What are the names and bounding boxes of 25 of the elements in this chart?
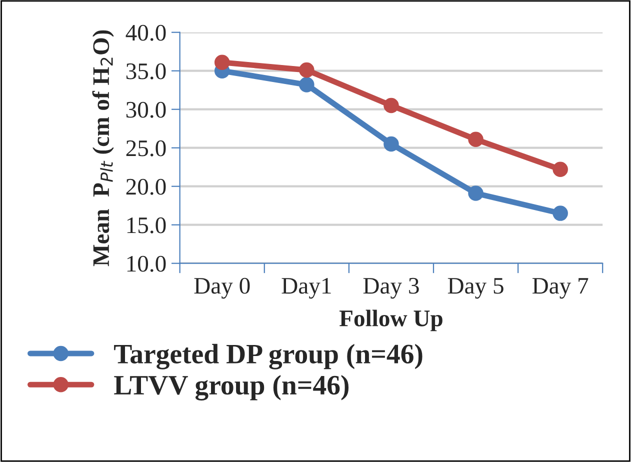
point bbox=[384, 136, 399, 152]
x-tick-label: Day 5 bbox=[448, 278, 504, 299]
point bbox=[384, 98, 399, 114]
x-tick-label: Day 3 bbox=[363, 278, 419, 299]
point bbox=[552, 162, 568, 178]
y-axis-title: Mean P$_{Plt}$ (cm of H$_{2}$O) bbox=[92, 30, 114, 266]
x-tick-label: Day1 bbox=[282, 278, 331, 299]
legend-label: LTVV group (n=46) bbox=[114, 375, 349, 400]
y-tick-label: 25.0 bbox=[126, 140, 166, 156]
x-axis-title: Follow Up bbox=[339, 310, 442, 332]
point bbox=[468, 186, 484, 201]
y-tick-label: 40.0 bbox=[126, 24, 166, 41]
y-tick-label: 35.0 bbox=[126, 63, 166, 80]
y-tick-label: 15.0 bbox=[127, 217, 166, 234]
point bbox=[468, 132, 484, 148]
point bbox=[299, 62, 314, 78]
y-tick-label: 30.0 bbox=[126, 102, 166, 118]
point bbox=[214, 54, 230, 70]
legend-label: Targeted DP group (n=46) bbox=[114, 344, 422, 370]
x-tick-label: Day 0 bbox=[194, 278, 250, 299]
point bbox=[299, 77, 314, 92]
point bbox=[552, 206, 568, 221]
y-tick-label: 20.0 bbox=[126, 178, 166, 195]
y-tick-label: 10.0 bbox=[127, 256, 166, 272]
x-tick-label: Day 7 bbox=[532, 278, 588, 299]
